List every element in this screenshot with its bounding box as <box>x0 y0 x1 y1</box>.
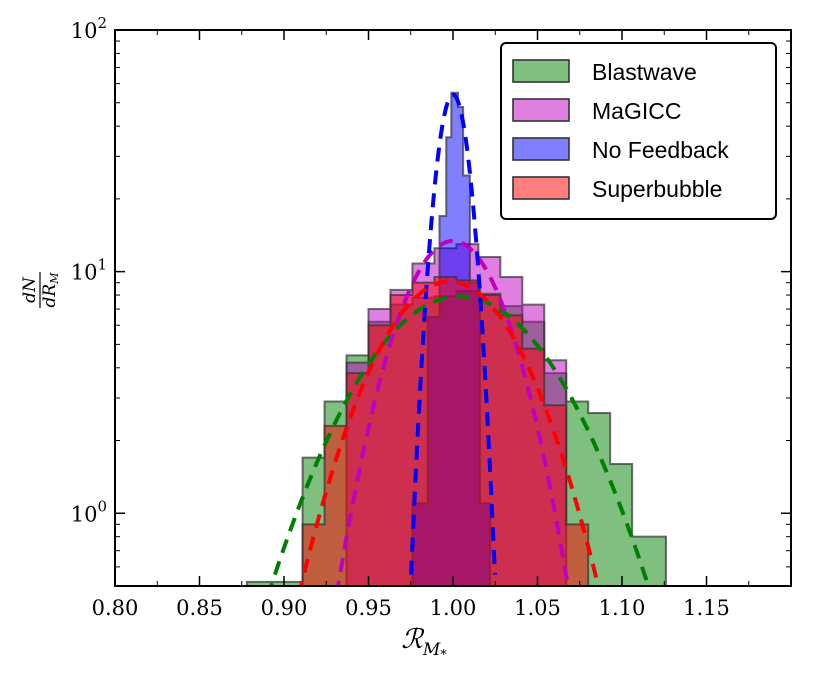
x-tick-label: 1.05 <box>514 596 561 620</box>
fit-curve-superbubble <box>298 279 601 586</box>
fit-curve-no-feedback <box>409 92 497 575</box>
legend-swatch-no-feedback <box>512 137 570 161</box>
legend-swatch-blastwave <box>512 59 570 83</box>
legend-swatch-magicc <box>512 98 570 122</box>
x-tick-label: 1.00 <box>430 596 477 620</box>
x-tick-label: 1.15 <box>683 596 730 620</box>
fit-curve-magicc <box>336 238 570 586</box>
legend-label-blastwave: Blastwave <box>592 59 697 85</box>
x-tick-label: 0.80 <box>92 596 139 620</box>
legend: Blastwave MaGICC No Feedback Superbubble <box>500 42 777 220</box>
legend-label-no-feedback: No Feedback <box>592 137 729 163</box>
x-tick-label: 0.85 <box>176 596 223 620</box>
y-tick-label: 102 <box>71 14 107 43</box>
x-axis-label: ℛM* <box>401 624 447 663</box>
y-tick-label: 100 <box>71 497 107 526</box>
legend-box <box>500 42 777 220</box>
x-tick-label: 0.90 <box>261 596 308 620</box>
fit-curve-blastwave <box>269 294 651 586</box>
y-label-denominator: dRM <box>40 272 61 308</box>
plot-area <box>245 91 667 586</box>
y-axis-label: dN dRM <box>20 272 61 308</box>
legend-swatch-superbubble <box>512 176 570 200</box>
x-tick-label: 1.10 <box>599 596 646 620</box>
legend-label-magicc: MaGICC <box>592 98 681 124</box>
y-label-numerator: dN <box>20 276 40 303</box>
y-tick-label: 101 <box>71 256 107 285</box>
legend-label-superbubble: Superbubble <box>592 176 722 202</box>
x-tick-label: 0.95 <box>345 596 392 620</box>
axis-ticks: 0.80 0.85 0.90 0.95 1.00 1.05 1.10 1.15 100 101 10… <box>71 14 791 620</box>
